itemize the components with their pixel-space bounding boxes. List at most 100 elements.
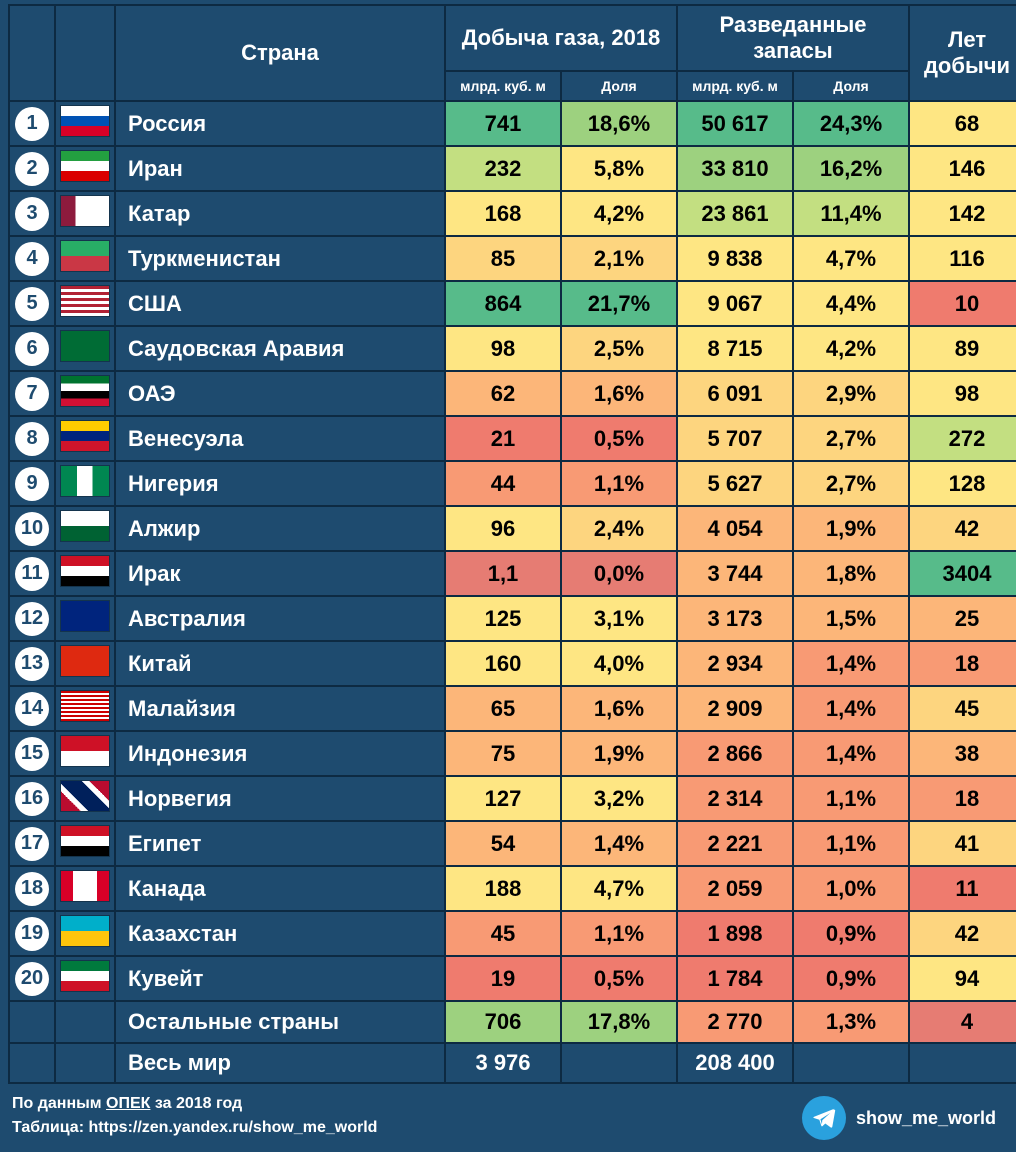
flag-icon	[61, 826, 109, 856]
header-res-share: Доля	[793, 71, 909, 101]
telegram-badge[interactable]: show_me_world	[802, 1096, 996, 1140]
header-res-bcm: млрд. куб. м	[677, 71, 793, 101]
res-share: 1,1%	[793, 821, 909, 866]
flag-icon	[61, 286, 109, 316]
table-row: 2Иран2325,8%33 81016,2%146	[9, 146, 1016, 191]
res-share: 11,4%	[793, 191, 909, 236]
years-value: 116	[909, 236, 1016, 281]
prod-value: 19	[445, 956, 561, 1001]
rank-cell: 14	[9, 686, 55, 731]
country-name: Египет	[115, 821, 445, 866]
years-value: 89	[909, 326, 1016, 371]
header-prod-bcm: млрд. куб. м	[445, 71, 561, 101]
header-years: Лет добычи	[909, 5, 1016, 101]
country-name: Россия	[115, 101, 445, 146]
res-share: 1,4%	[793, 641, 909, 686]
res-value: 2 059	[677, 866, 793, 911]
rank-cell: 6	[9, 326, 55, 371]
others-row: Остальные страны70617,8%2 7701,3%4	[9, 1001, 1016, 1043]
rank-badge: 11	[15, 557, 49, 591]
flag-icon	[61, 691, 109, 721]
table-row: 14Малайзия651,6%2 9091,4%45	[9, 686, 1016, 731]
years-value: 98	[909, 371, 1016, 416]
rank-badge: 2	[15, 152, 49, 186]
years-value: 41	[909, 821, 1016, 866]
rank-cell: 2	[9, 146, 55, 191]
country-name: Ирак	[115, 551, 445, 596]
years-value: 10	[909, 281, 1016, 326]
prod-share: 1,6%	[561, 371, 677, 416]
res-value: 9 067	[677, 281, 793, 326]
flag-icon	[61, 376, 109, 406]
years-value: 18	[909, 776, 1016, 821]
world-res: 208 400	[677, 1043, 793, 1083]
country-name: Нигерия	[115, 461, 445, 506]
res-share: 24,3%	[793, 101, 909, 146]
table-row: 9Нигерия441,1%5 6272,7%128	[9, 461, 1016, 506]
prod-share: 4,7%	[561, 866, 677, 911]
prod-value: 741	[445, 101, 561, 146]
years-value: 3404	[909, 551, 1016, 596]
prod-value: 21	[445, 416, 561, 461]
rank-badge: 15	[15, 737, 49, 771]
flag-icon	[61, 601, 109, 631]
res-share: 16,2%	[793, 146, 909, 191]
table-row: 7ОАЭ621,6%6 0912,9%98	[9, 371, 1016, 416]
prod-share: 3,2%	[561, 776, 677, 821]
flag-cell	[55, 776, 115, 821]
res-share: 1,4%	[793, 686, 909, 731]
others-years: 4	[909, 1001, 1016, 1043]
telegram-handle: show_me_world	[856, 1105, 996, 1132]
flag-icon	[61, 736, 109, 766]
flag-cell	[55, 911, 115, 956]
country-name: Австралия	[115, 596, 445, 641]
flag-cell	[55, 551, 115, 596]
years-value: 45	[909, 686, 1016, 731]
res-share: 2,9%	[793, 371, 909, 416]
flag-cell	[55, 506, 115, 551]
table-row: 5США86421,7%9 0674,4%10	[9, 281, 1016, 326]
prod-value: 98	[445, 326, 561, 371]
flag-icon	[61, 646, 109, 676]
table-row: 12Австралия1253,1%3 1731,5%25	[9, 596, 1016, 641]
others-res-share: 1,3%	[793, 1001, 909, 1043]
years-value: 68	[909, 101, 1016, 146]
prod-value: 75	[445, 731, 561, 776]
table-row: 6Саудовская Аравия982,5%8 7154,2%89	[9, 326, 1016, 371]
country-name: Венесуэла	[115, 416, 445, 461]
table-row: 10Алжир962,4%4 0541,9%42	[9, 506, 1016, 551]
years-value: 142	[909, 191, 1016, 236]
flag-icon	[61, 556, 109, 586]
prod-value: 1,1	[445, 551, 561, 596]
footer-source-link[interactable]: ОПЕК	[106, 1095, 150, 1112]
rank-cell: 15	[9, 731, 55, 776]
table-row: 13Китай1604,0%2 9341,4%18	[9, 641, 1016, 686]
country-name: США	[115, 281, 445, 326]
res-value: 2 909	[677, 686, 793, 731]
res-share: 1,1%	[793, 776, 909, 821]
res-value: 2 934	[677, 641, 793, 686]
rank-badge: 5	[15, 287, 49, 321]
world-prod: 3 976	[445, 1043, 561, 1083]
country-name: Алжир	[115, 506, 445, 551]
country-name: Казахстан	[115, 911, 445, 956]
res-value: 6 091	[677, 371, 793, 416]
table-row: 19Казахстан451,1%1 8980,9%42	[9, 911, 1016, 956]
res-value: 33 810	[677, 146, 793, 191]
footer-source-prefix: По данным	[12, 1095, 106, 1112]
res-share: 4,2%	[793, 326, 909, 371]
prod-value: 62	[445, 371, 561, 416]
prod-share: 4,2%	[561, 191, 677, 236]
prod-value: 127	[445, 776, 561, 821]
prod-value: 125	[445, 596, 561, 641]
flag-icon	[61, 511, 109, 541]
flag-cell	[55, 866, 115, 911]
rank-cell: 13	[9, 641, 55, 686]
flag-icon	[61, 151, 109, 181]
res-value: 2 314	[677, 776, 793, 821]
prod-value: 85	[445, 236, 561, 281]
flag-icon	[61, 421, 109, 451]
rank-badge: 10	[15, 512, 49, 546]
prod-value: 44	[445, 461, 561, 506]
country-name: Катар	[115, 191, 445, 236]
